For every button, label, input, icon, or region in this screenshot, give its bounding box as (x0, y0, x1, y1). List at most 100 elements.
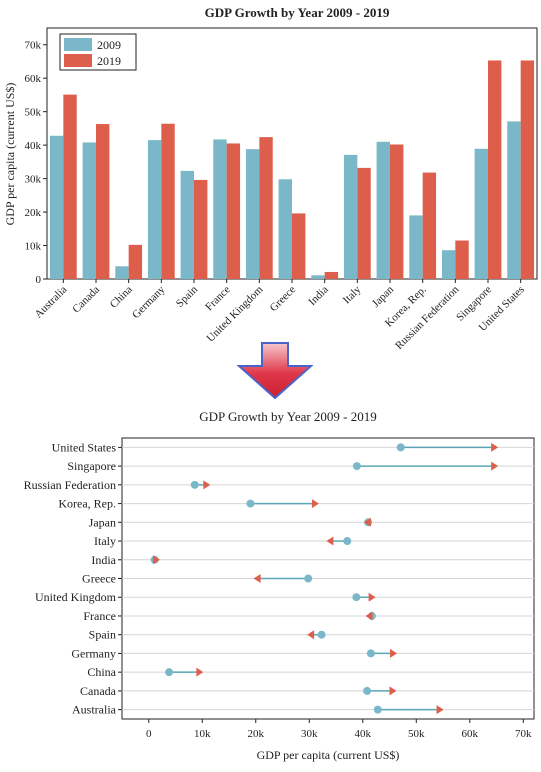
bar-2019-germany (161, 123, 175, 280)
bar-x-label-japan: Japan (370, 283, 397, 310)
bar-y-axis: 0 10k 20k 30k 40k 50k 60k 70k (25, 40, 47, 286)
dumbbell-arrow-2019-singapore (491, 461, 499, 471)
bar-2019-greece (292, 213, 306, 279)
bar-chart: GDP Growth by Year 2009 - 2019 0 10k 20k 30… (3, 5, 538, 352)
bar-2019-spain (194, 179, 208, 279)
dumbbell-point-2009-korea-rep (246, 499, 255, 508)
dumbbell-arrow-2019-united-kingdom (368, 592, 376, 602)
bar-2009-italy (343, 154, 358, 279)
bar-x-label-france: France (203, 284, 233, 314)
dumbbell-x-tick-label: 20k (248, 728, 265, 740)
dumbbell-y-label-russian-federation: Russian Federation (24, 478, 116, 492)
dumbbell-point-2009-spain (317, 630, 326, 639)
bar-2019-singapore (488, 60, 502, 280)
dumbbell-point-2009-china (165, 668, 174, 677)
dumbbell-y-label-france: France (83, 609, 116, 623)
bar-2019-italy (357, 167, 371, 279)
dumbbell-x-tick-label: 10k (194, 728, 211, 740)
bar-2009-france (213, 139, 227, 279)
dumbbell-y-label-japan: Japan (89, 515, 116, 529)
legend-label-2009: 2009 (97, 38, 121, 52)
dumbbell-point-2009-canada (363, 686, 372, 695)
bar-2009-germany (147, 140, 162, 279)
bar-x-label-russian-federation: Russian Federation (393, 283, 462, 352)
down-arrow-icon (236, 342, 314, 400)
bar-2019-united-kingdom (259, 137, 273, 279)
bar-2019-china (128, 244, 143, 279)
bar-2019-france (226, 143, 241, 279)
bar-2009-united-kingdom (245, 149, 260, 279)
dumbbell-y-label-spain: Spain (89, 628, 116, 642)
bar-2009-spain (180, 170, 194, 279)
dumbbell-arrow-2019-japan (363, 517, 371, 527)
dumbbell-marks-group (150, 442, 499, 715)
dumbbell-chart: GDP Growth by Year 2009 - 2019 0 10k 20k 30… (24, 409, 535, 762)
bar-y-tick-label: 50k (25, 107, 42, 119)
dumbbell-point-2009-italy (343, 537, 352, 546)
dumbbell-arrow-2019-russian-federation (203, 480, 211, 490)
bar-2009-russian-federation (441, 250, 456, 279)
legend-label-2019: 2019 (97, 54, 121, 68)
bar-2009-singapore (474, 148, 488, 279)
dumbbell-y-label-china: China (87, 665, 116, 679)
bar-2009-korea-rep (409, 215, 423, 279)
bar-x-label-spain: Spain (174, 283, 201, 310)
dumbbell-x-tick-label: 30k (301, 728, 318, 740)
bar-2019-india (324, 271, 339, 279)
bar-2009-canada (82, 142, 96, 279)
bar-2019-canada (96, 124, 110, 279)
dumbbell-arrow-2019-china (196, 667, 204, 677)
dumbbell-arrow-2019-korea-rep (311, 499, 319, 509)
legend-swatch-2009 (64, 38, 92, 51)
bar-2009-united-states (507, 121, 521, 279)
dumbbell-gridlines (122, 446, 534, 711)
dumbbell-arrow-2019-australia (436, 705, 444, 715)
dumbbell-point-2009-australia (373, 705, 382, 714)
bar-y-tick-label: 20k (25, 207, 42, 219)
bar-y-tick-label: 30k (25, 174, 42, 186)
dumbbell-arrow-2019-germany (390, 648, 398, 658)
dumbbell-y-label-united-states: United States (52, 440, 117, 454)
bar-x-label-australia: Australia (32, 284, 69, 321)
dumbbell-arrow-2019-india (152, 555, 160, 565)
dumbbell-arrow-2019-greece (253, 574, 261, 583)
dumbbell-chart-title: GDP Growth by Year 2009 - 2019 (199, 409, 377, 424)
bar-2019-russian-federation (455, 240, 469, 279)
dumbbell-y-label-germany: Germany (71, 646, 116, 660)
dumbbell-point-2009-united-states (396, 443, 405, 452)
dumbbell-arrow-2019-italy (326, 536, 334, 546)
bar-y-tick-label: 0 (36, 274, 42, 286)
bar-y-tick-label: 70k (25, 40, 42, 52)
bar-x-label-china: China (108, 284, 135, 311)
dumbbell-arrow-2019-france (365, 611, 373, 621)
bar-chart-title: GDP Growth by Year 2009 - 2019 (205, 5, 390, 20)
bar-x-label-united-kingdom: United Kingdom (204, 283, 265, 344)
bar-2009-greece (278, 179, 292, 279)
bar-2019-united-states (520, 60, 535, 280)
dumbbell-y-label-india: India (91, 553, 116, 567)
dumbbell-y-label-united-kingdom: United Kingdom (35, 590, 117, 604)
bar-2009-australia (49, 135, 64, 279)
dumbbell-y-label-korea-rep: Korea, Rep. (58, 497, 116, 511)
bar-y-tick-label: 60k (25, 73, 42, 85)
dumbbell-y-label-italy: Italy (94, 534, 116, 548)
dumbbell-x-axis: 0 10k 20k 30k 40k 50k 60k 70k (146, 719, 532, 740)
dumbbell-x-axis-title: GDP per capita (current US$) (257, 748, 400, 762)
legend-swatch-2019 (64, 54, 92, 67)
bar-2009-india (311, 275, 325, 279)
bar-y-tick-label: 40k (25, 140, 42, 152)
dumbbell-x-tick-label: 70k (515, 728, 532, 740)
bar-2019-japan (390, 144, 404, 279)
bar-2009-japan (376, 141, 390, 279)
dumbbell-y-label-singapore: Singapore (67, 459, 116, 473)
dumbbell-y-label-greece: Greece (82, 572, 116, 586)
dumbbell-x-tick-label: 50k (408, 728, 425, 740)
bar-x-label-italy: Italy (341, 283, 364, 306)
bar-legend: 2009 2019 (59, 33, 137, 71)
dumbbell-y-label-canada: Canada (80, 684, 117, 698)
dumbbell-point-2009-greece (304, 574, 313, 583)
bar-y-axis-title: GDP per capita (current US$) (3, 83, 17, 226)
bar-x-label-india: India (306, 284, 331, 309)
